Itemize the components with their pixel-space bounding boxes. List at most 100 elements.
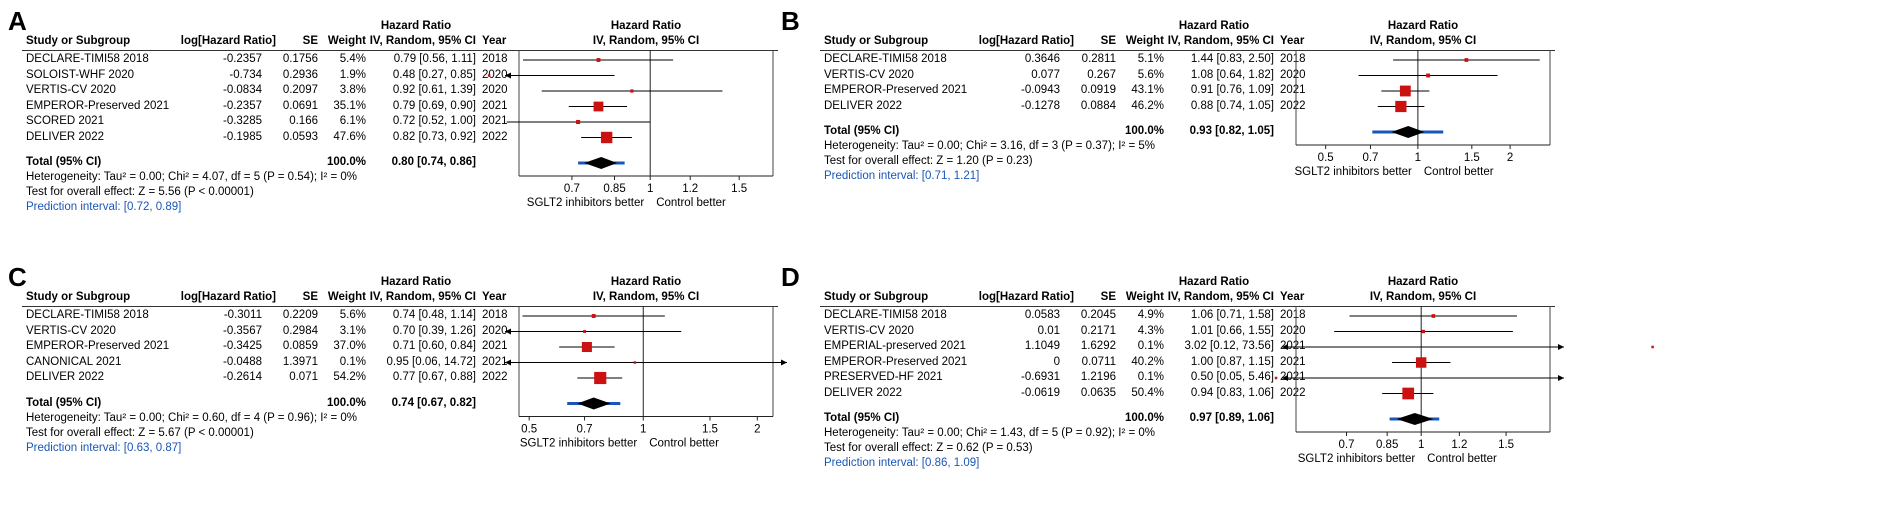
prediction-interval-text: Prediction interval: [0.63, 0.87]: [26, 441, 182, 454]
study-ci: 0.92 [0.61, 1.39]: [392, 84, 476, 96]
overall-effect-text: Test for overall effect: Z = 5.67 (P < 0…: [26, 426, 254, 439]
study-weight: 5.1%: [1137, 53, 1164, 65]
study-se: 0.267: [1087, 68, 1116, 81]
study-log-hr: -0.0834: [222, 84, 262, 96]
header-hazard-ratio: Hazard Ratio: [380, 20, 452, 32]
header-weight: Weight: [327, 35, 366, 47]
header-log-hr: log[Hazard Ratio]: [978, 35, 1074, 47]
favours-left-label: SGLT2 inhibitors better: [527, 197, 645, 209]
study-name: VERTIS-CV 2020: [26, 84, 116, 96]
study-square: [593, 101, 604, 112]
study-se: 0.0884: [1080, 99, 1116, 112]
study-year: 2022: [482, 371, 508, 383]
study-weight: 46.2%: [1131, 99, 1164, 112]
favours-right-label: Control better: [1424, 166, 1494, 178]
study-ci: 1.06 [0.71, 1.58]: [1190, 309, 1274, 321]
favours-left-label: SGLT2 inhibitors better: [520, 438, 638, 450]
study-log-hr: 0: [1053, 355, 1060, 368]
study-year: 2022: [1280, 386, 1306, 399]
study-se: 0.2045: [1080, 309, 1116, 321]
prediction-interval-text: Prediction interval: [0.71, 1.21]: [824, 170, 980, 182]
overall-effect-text: Test for overall effect: Z = 0.62 (P = 0…: [824, 442, 1033, 454]
header-weight: Weight: [327, 291, 366, 303]
study-square: [600, 131, 613, 144]
study-se: 1.6292: [1080, 340, 1116, 352]
study-year: 2022: [1280, 99, 1306, 112]
header-log-hr: log[Hazard Ratio]: [978, 291, 1074, 303]
study-square: [1415, 357, 1427, 368]
study-ci: 0.77 [0.67, 0.88]: [392, 371, 476, 383]
study-se: 0.071: [289, 371, 318, 383]
total-weight: 100.0%: [1124, 125, 1164, 137]
favours-left-label: SGLT2 inhibitors better: [1298, 453, 1416, 465]
study-log-hr: -0.0943: [1020, 84, 1060, 96]
study-name: CANONICAL 2021: [26, 355, 122, 368]
study-square: [630, 89, 634, 93]
study-log-hr: 0.3646: [1024, 53, 1060, 65]
header-log-hr: log[Hazard Ratio]: [180, 291, 276, 303]
header-hazard-ratio: Hazard Ratio: [1178, 20, 1250, 32]
summary-diamond: [1396, 413, 1434, 425]
study-weight: 0.1%: [339, 355, 366, 368]
study-log-hr: -0.6931: [1020, 371, 1060, 383]
plot-header-title: Hazard Ratio: [1387, 276, 1459, 288]
study-ci: 0.70 [0.39, 1.26]: [392, 324, 476, 337]
study-weight: 37.0%: [333, 340, 366, 352]
study-square: [594, 371, 607, 385]
study-name: VERTIS-CV 2020: [26, 324, 116, 337]
study-weight: 40.2%: [1131, 355, 1164, 368]
total-label: Total (95% CI): [824, 125, 900, 137]
header-hazard-ratio: Hazard Ratio: [1178, 276, 1250, 288]
study-ci: 0.74 [0.48, 1.14]: [392, 309, 476, 321]
study-se: 0.2936: [282, 68, 318, 81]
heterogeneity-text: Heterogeneity: Tau² = 0.00; Chi² = 4.07,…: [26, 171, 358, 183]
favours-right-label: Control better: [649, 438, 719, 450]
total-ci: 0.74 [0.67, 0.82]: [391, 396, 476, 409]
study-se: 0.166: [289, 115, 318, 127]
header-year: Year: [1280, 291, 1305, 303]
study-log-hr: -0.3285: [222, 115, 262, 127]
header-se: SE: [1100, 291, 1116, 303]
study-se: 0.0711: [1081, 355, 1116, 368]
ci-arrow-left: [505, 72, 511, 79]
study-log-hr: -0.1278: [1020, 99, 1060, 112]
study-year: 2021: [1280, 84, 1306, 96]
x-tick-label: 0.7: [564, 183, 580, 195]
study-se: 0.2811: [1081, 53, 1116, 65]
study-weight: 5.4%: [339, 53, 366, 65]
forest-panel-d: D Hazard Ratio Study or Subgroup log[Hazard…: [773, 256, 1725, 512]
study-name: EMPEROR-Preserved 2021: [26, 99, 170, 112]
study-ci: 0.71 [0.60, 0.84]: [392, 340, 476, 352]
x-tick-label: 1.2: [682, 183, 698, 195]
study-se: 0.2984: [282, 324, 318, 337]
study-se: 1.3971: [282, 355, 318, 368]
x-tick-label: 1.5: [731, 183, 747, 195]
study-year: 2021: [482, 340, 508, 352]
ci-arrow-left: [505, 328, 511, 335]
study-square: [1426, 73, 1431, 78]
study-name: DELIVER 2022: [824, 99, 902, 112]
ci-arrow-left: [505, 359, 511, 366]
study-ci: 0.79 [0.56, 1.11]: [393, 53, 476, 65]
total-ci: 0.97 [0.89, 1.06]: [1189, 412, 1274, 424]
study-name: DELIVER 2022: [26, 371, 104, 383]
header-se: SE: [1100, 35, 1116, 47]
study-year: 2018: [482, 53, 508, 65]
study-name: VERTIS-CV 2020: [824, 68, 914, 81]
study-name: SOLOIST-WHF 2020: [26, 68, 135, 81]
study-ci: 1.08 [0.64, 1.82]: [1190, 68, 1274, 81]
study-square: [487, 74, 491, 77]
x-tick-label: 0.7: [1338, 439, 1354, 451]
study-year: 2018: [1280, 309, 1306, 321]
study-ci: 0.95 [0.06, 14.72]: [386, 355, 476, 368]
study-square: [1402, 387, 1415, 400]
prediction-interval-text: Prediction interval: [0.86, 1.09]: [824, 457, 980, 469]
study-ci: 0.50 [0.05, 5.46]: [1190, 371, 1274, 383]
total-label: Total (95% CI): [26, 396, 102, 409]
study-se: 0.0919: [1080, 84, 1116, 96]
header-study: Study or Subgroup: [824, 291, 929, 303]
study-weight: 0.1%: [1137, 340, 1164, 352]
ci-arrow-right: [1558, 344, 1564, 350]
forest-panel-a: A Hazard Ratio Study or Subgroup log[Hazard…: [0, 0, 952, 256]
overall-effect-text: Test for overall effect: Z = 5.56 (P < 0…: [26, 186, 254, 198]
